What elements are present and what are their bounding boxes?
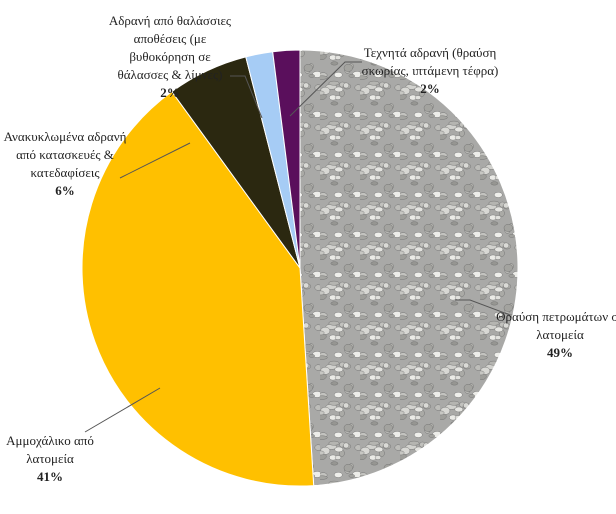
pie-slice — [299, 49, 519, 487]
leader-line — [230, 75, 263, 119]
category-label: Αμμοχάλικο από λατομεία — [6, 433, 94, 466]
leader-line — [289, 61, 362, 117]
pie-slice — [81, 90, 315, 487]
leader-line — [119, 142, 191, 179]
value-label: 2% — [160, 85, 180, 100]
category-label: Θραύση πετρωμάτων σε λατομεία — [496, 309, 616, 342]
category-label: Αδρανή από θαλάσσιες αποθέσεις (με βυθοκ… — [108, 13, 232, 82]
value-label: 2% — [420, 81, 440, 96]
category-label: Τεχνητά αδρανή (θραύση σκωρίας, ιπτάμενη… — [361, 45, 499, 78]
slice-label: Τεχνητά αδρανή (θραύση σκωρίας, ιπτάμενη… — [360, 44, 500, 98]
slice-label: Αμμοχάλικο από λατομεία 41% — [0, 432, 100, 486]
slice-label: Θραύση πετρωμάτων σε λατομεία 49% — [495, 308, 616, 362]
value-label: 41% — [37, 469, 63, 484]
value-label: 6% — [55, 183, 75, 198]
value-label: 49% — [547, 345, 573, 360]
slice-label: Ανακυκλωμένα αδρανή από κατασκευές & κατ… — [0, 128, 130, 200]
slice-label: Αδρανή από θαλάσσιες αποθέσεις (με βυθοκ… — [105, 12, 235, 102]
pie-slice — [272, 49, 301, 269]
leader-line — [455, 299, 511, 316]
category-label: Ανακυκλωμένα αδρανή από κατασκευές & κατ… — [3, 129, 127, 180]
leader-line — [84, 387, 161, 433]
